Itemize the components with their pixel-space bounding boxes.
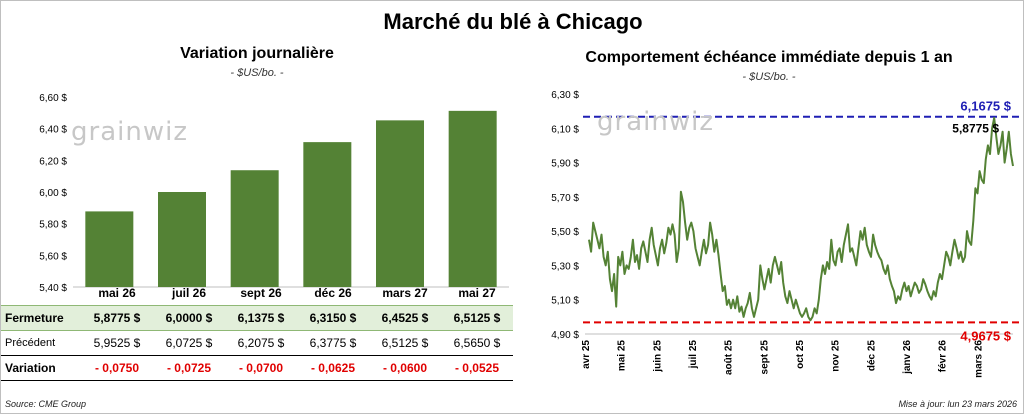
y-tick-label: 6,30 $ <box>551 90 579 101</box>
x-tick-label: mars 26 <box>973 340 984 378</box>
table-cell: 5,9525 $ <box>93 336 141 350</box>
bar-chart-title: Variation journalière <box>180 45 334 62</box>
min-value-label: 4,9675 $ <box>960 328 1011 343</box>
y-tick-label: 5,60 $ <box>39 251 67 262</box>
table-cell: - 0,0600 <box>382 361 428 375</box>
y-tick-label: 6,10 $ <box>551 124 579 135</box>
footer-update: Mise à jour: lun 23 mars 2026 <box>898 399 1017 409</box>
table-cell: 6,3775 $ <box>309 336 357 350</box>
y-tick-label: 4,90 $ <box>551 330 579 341</box>
table-cell: 6,3150 $ <box>309 311 357 325</box>
bar <box>376 120 424 288</box>
col-header: juil 26 <box>171 286 206 300</box>
row-label: Précédent <box>5 337 56 349</box>
row-label: Variation <box>5 361 56 375</box>
table-cell: 6,5125 $ <box>453 311 501 325</box>
table-row-close: Fermeture 5,8775 $ 6,0000 $ 6,1375 $ 6,3… <box>1 305 513 331</box>
bar <box>230 170 279 287</box>
col-header: sept 26 <box>240 286 282 300</box>
table-row-variation: Variation - 0,0750 - 0,0725 - 0,0700 - 0… <box>1 356 513 381</box>
y-tick-label: 6,60 $ <box>39 93 67 104</box>
x-tick-label: févr 26 <box>938 340 949 373</box>
bar-chart: 5,40 $ 5,60 $ 5,80 $ 6,00 $ 6,20 $ 6,40 $ 6,60… <box>39 93 509 294</box>
col-header: mars 27 <box>382 286 428 300</box>
bar <box>85 211 134 287</box>
y-tick-label: 5,30 $ <box>551 261 579 272</box>
y-tick-label: 6,20 $ <box>39 156 67 167</box>
x-tick-label: août 25 <box>724 340 735 375</box>
row-label: Fermeture <box>5 311 64 325</box>
table-cell: 6,5650 $ <box>453 336 501 350</box>
table-cell: - 0,0700 <box>238 361 284 375</box>
table-cell: 6,5125 $ <box>381 336 429 350</box>
y-tick-label: 6,00 $ <box>39 188 67 199</box>
table-cell: - 0,0525 <box>454 361 500 375</box>
table-cell: 6,0725 $ <box>165 336 213 350</box>
price-series-line <box>588 117 1014 322</box>
bar <box>158 192 206 287</box>
y-tick-label: 5,90 $ <box>551 159 579 170</box>
y-tick-label: 5,80 $ <box>39 220 67 231</box>
last-value-label: 5,8775 $ <box>952 122 999 136</box>
table-cell: 5,8775 $ <box>93 311 141 325</box>
table-cell: 6,4525 $ <box>381 311 429 325</box>
bar <box>303 142 352 287</box>
x-tick-label: avr 25 <box>581 340 592 369</box>
y-tick-label: 5,10 $ <box>551 296 579 307</box>
table-cell: - 0,0725 <box>166 361 212 375</box>
y-tick-label: 5,50 $ <box>551 227 579 238</box>
table-cell: - 0,0625 <box>310 361 356 375</box>
page-title: Marché du blé à Chicago <box>383 9 643 34</box>
bar <box>448 110 497 288</box>
table-row-previous: Précédent 5,9525 $ 6,0725 $ 6,2075 $ 6,3… <box>1 331 513 356</box>
x-tick-label: janv 26 <box>902 340 913 375</box>
table-cell: 6,2075 $ <box>237 336 285 350</box>
watermark-logo-right: grainwiz <box>597 107 714 137</box>
x-tick-label: sept 25 <box>759 340 770 375</box>
x-tick-label: oct 25 <box>795 340 806 369</box>
col-header: mai 27 <box>458 286 496 300</box>
x-tick-label: mai 25 <box>617 340 628 372</box>
y-tick-label: 6,40 $ <box>39 125 67 136</box>
table-cell: 6,0000 $ <box>165 311 213 325</box>
x-tick-label: juin 25 <box>652 340 663 373</box>
x-tick-label: juil 25 <box>688 340 699 370</box>
x-tick-label: déc 25 <box>866 340 877 372</box>
footer-source: Source: CME Group <box>5 399 87 409</box>
table-cell: 6,1375 $ <box>237 311 285 325</box>
max-value-label: 6,1675 $ <box>960 99 1011 114</box>
col-header: mai 26 <box>98 286 136 300</box>
price-table: mai 26 juil 26 sept 26 déc 26 mars 27 ma… <box>1 281 513 381</box>
line-chart-title: Comportement échéance immédiate depuis 1… <box>585 49 953 66</box>
line-chart: 4,90 $ 5,10 $ 5,30 $ 5,50 $ 5,70 $ 5,90 $ 6,10… <box>551 90 1021 378</box>
line-chart-unit: - $US/bo. - <box>742 71 796 83</box>
table-header-row: mai 26 juil 26 sept 26 déc 26 mars 27 ma… <box>1 281 513 306</box>
y-tick-label: 5,40 $ <box>39 283 67 294</box>
table-cell: - 0,0750 <box>94 361 140 375</box>
col-header: déc 26 <box>314 286 352 300</box>
watermark-logo-left: grainwiz <box>71 117 188 147</box>
x-tick-label: nov 25 <box>831 340 842 372</box>
y-tick-label: 5,70 $ <box>551 193 579 204</box>
bar-chart-unit: - $US/bo. - <box>230 67 284 79</box>
